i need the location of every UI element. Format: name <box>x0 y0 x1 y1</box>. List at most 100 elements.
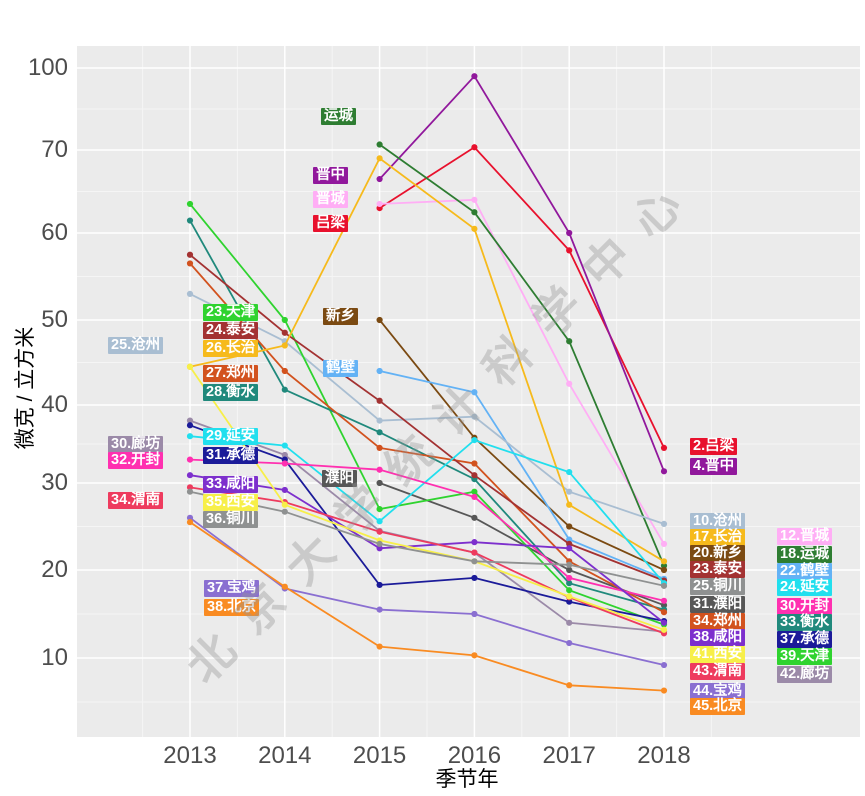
data-point <box>281 329 288 336</box>
data-point <box>566 540 573 548</box>
data-point <box>471 389 478 396</box>
data-point <box>566 523 573 530</box>
data-point <box>376 540 383 548</box>
series-line-20 <box>189 490 665 587</box>
data-point <box>566 338 573 345</box>
data-point <box>186 217 194 224</box>
data-point <box>566 545 573 552</box>
data-point <box>660 444 668 451</box>
data-point <box>566 380 573 387</box>
data-point <box>566 580 573 587</box>
data-point <box>566 587 573 594</box>
data-point <box>186 433 194 440</box>
series-line-17 <box>189 474 665 624</box>
data-point <box>566 488 573 495</box>
series-line-12 <box>189 156 665 563</box>
data-point <box>471 144 478 151</box>
data-point <box>471 652 478 659</box>
data-point <box>471 437 478 444</box>
data-point <box>660 687 668 694</box>
data-point <box>186 290 194 297</box>
data-point <box>660 602 668 609</box>
data-point <box>376 141 383 148</box>
series-line-1 <box>378 74 665 472</box>
series-line-10 <box>189 262 665 613</box>
series-line-7 <box>189 293 665 525</box>
data-point <box>471 539 478 546</box>
data-point <box>471 558 478 565</box>
data-point <box>186 363 194 370</box>
data-point <box>566 468 573 476</box>
data-point <box>376 581 383 589</box>
series-line-2 <box>379 198 665 545</box>
series-line-16 <box>189 458 665 602</box>
series-line-18 <box>189 486 665 635</box>
data-point <box>471 196 478 203</box>
data-point <box>660 566 668 574</box>
data-point <box>471 73 478 80</box>
data-point <box>471 488 478 495</box>
data-point <box>471 574 478 582</box>
data-point <box>376 545 383 552</box>
data-point <box>660 609 668 616</box>
data-point <box>660 520 668 527</box>
data-point <box>471 413 478 420</box>
data-point <box>186 260 194 267</box>
data-point <box>566 682 573 689</box>
data-point <box>566 247 573 254</box>
data-point <box>281 451 288 459</box>
series-line-15 <box>189 424 665 622</box>
data-point <box>376 429 383 436</box>
data-point <box>376 518 383 525</box>
series-line-8 <box>189 203 665 626</box>
series-line-5 <box>379 370 665 580</box>
data-point <box>376 367 383 375</box>
data-point <box>566 536 573 543</box>
data-point <box>471 514 478 521</box>
data-point <box>186 484 194 491</box>
data-point <box>186 200 194 208</box>
data-point <box>281 342 288 349</box>
data-point <box>376 444 383 451</box>
data-point <box>376 316 383 324</box>
data-point <box>281 367 288 375</box>
data-point <box>471 225 478 232</box>
data-point <box>186 456 194 463</box>
data-point <box>471 493 478 501</box>
data-point <box>376 397 383 404</box>
data-point <box>186 422 194 429</box>
data-point <box>186 251 194 258</box>
data-point <box>186 417 194 424</box>
data-point <box>566 574 573 582</box>
data-point <box>186 472 194 479</box>
data-point <box>281 486 288 494</box>
data-point <box>660 468 668 475</box>
x-axis-title: 季节年 <box>435 768 499 791</box>
data-point <box>566 566 573 574</box>
data-point <box>186 488 194 495</box>
data-point <box>660 562 668 569</box>
data-point <box>566 639 573 647</box>
data-point <box>471 549 478 556</box>
series-line-4 <box>378 319 665 571</box>
data-point <box>376 506 383 513</box>
data-point <box>376 175 383 183</box>
data-point <box>281 316 288 324</box>
data-point <box>376 479 383 487</box>
data-point <box>376 528 383 535</box>
series-line-22 <box>189 521 665 692</box>
series-line-13 <box>189 435 665 584</box>
data-point <box>566 561 573 568</box>
series-line-3 <box>379 143 665 566</box>
data-point <box>660 619 668 626</box>
data-point <box>376 606 383 613</box>
data-point <box>281 442 288 449</box>
data-point <box>660 540 668 548</box>
data-point <box>566 598 573 605</box>
data-point <box>281 386 288 393</box>
data-point <box>281 501 288 508</box>
series-line-11 <box>189 254 665 582</box>
data-point <box>376 155 383 162</box>
